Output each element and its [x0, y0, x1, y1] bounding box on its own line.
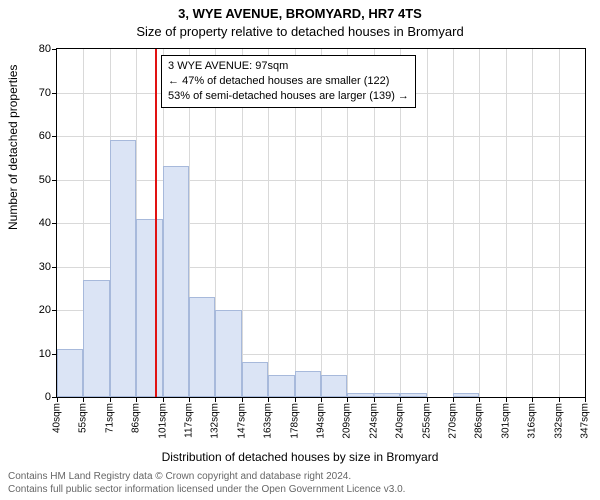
- grid-line-v: [532, 49, 533, 397]
- x-tick-mark: [136, 397, 137, 402]
- grid-line-v: [479, 49, 480, 397]
- x-tick-mark: [453, 397, 454, 402]
- x-tick-mark: [374, 397, 375, 402]
- x-tick-mark: [163, 397, 164, 402]
- y-tick-mark: [52, 267, 57, 268]
- plot-area: 0102030405060708040sqm55sqm71sqm86sqm101…: [56, 48, 586, 398]
- x-tick-mark: [559, 397, 560, 402]
- histogram-bar: [347, 393, 373, 397]
- x-tick-label: 301sqm: [500, 403, 511, 439]
- marker-line: [155, 49, 157, 397]
- histogram-bar: [163, 166, 189, 397]
- histogram-bar: [453, 393, 479, 397]
- histogram-bar: [83, 280, 109, 397]
- chart-title-address: 3, WYE AVENUE, BROMYARD, HR7 4TS: [0, 6, 600, 21]
- x-tick-mark: [321, 397, 322, 402]
- x-axis-label: Distribution of detached houses by size …: [0, 450, 600, 464]
- x-tick-label: 163sqm: [263, 403, 274, 439]
- grid-line-v: [559, 49, 560, 397]
- x-tick-mark: [347, 397, 348, 402]
- y-tick-label: 50: [39, 174, 51, 186]
- histogram-bar: [268, 375, 294, 397]
- annotation-line-3: 53% of semi-detached houses are larger (…: [168, 89, 409, 104]
- y-tick-mark: [52, 136, 57, 137]
- grid-line-v: [427, 49, 428, 397]
- chart-title-subtitle: Size of property relative to detached ho…: [0, 24, 600, 39]
- x-tick-label: 117sqm: [184, 403, 195, 438]
- histogram-bar: [242, 362, 268, 397]
- chart-container: 3, WYE AVENUE, BROMYARD, HR7 4TS Size of…: [0, 0, 600, 500]
- x-tick-mark: [427, 397, 428, 402]
- x-tick-mark: [506, 397, 507, 402]
- y-tick-mark: [52, 223, 57, 224]
- x-tick-label: 86sqm: [131, 403, 142, 433]
- grid-line-v: [506, 49, 507, 397]
- x-tick-label: 178sqm: [289, 403, 300, 439]
- y-tick-label: 0: [45, 391, 51, 403]
- x-tick-label: 270sqm: [448, 403, 459, 439]
- footer-line-1: Contains HM Land Registry data © Crown c…: [8, 471, 592, 484]
- footer-attribution: Contains HM Land Registry data © Crown c…: [8, 471, 592, 496]
- x-tick-mark: [83, 397, 84, 402]
- y-tick-mark: [52, 310, 57, 311]
- x-tick-mark: [295, 397, 296, 402]
- y-tick-label: 60: [39, 130, 51, 142]
- histogram-bar: [374, 393, 400, 397]
- histogram-bar: [110, 140, 136, 397]
- x-tick-label: 332sqm: [553, 403, 564, 439]
- x-tick-label: 55sqm: [78, 403, 89, 433]
- y-tick-label: 70: [39, 87, 51, 99]
- y-tick-mark: [52, 180, 57, 181]
- x-tick-mark: [268, 397, 269, 402]
- annotation-line-1: 3 WYE AVENUE: 97sqm: [168, 59, 409, 74]
- x-tick-mark: [400, 397, 401, 402]
- x-tick-label: 240sqm: [395, 403, 406, 439]
- x-tick-label: 224sqm: [368, 403, 379, 439]
- histogram-bar: [136, 219, 162, 397]
- y-tick-mark: [52, 49, 57, 50]
- y-tick-mark: [52, 93, 57, 94]
- x-tick-mark: [215, 397, 216, 402]
- y-tick-label: 40: [39, 217, 51, 229]
- x-tick-label: 316sqm: [527, 403, 538, 439]
- x-tick-mark: [110, 397, 111, 402]
- histogram-bar: [215, 310, 241, 397]
- histogram-bar: [400, 393, 426, 397]
- histogram-bar: [57, 349, 83, 397]
- y-tick-label: 20: [39, 304, 51, 316]
- x-tick-label: 40sqm: [52, 403, 63, 433]
- x-tick-mark: [57, 397, 58, 402]
- x-tick-label: 132sqm: [210, 403, 221, 439]
- x-tick-label: 255sqm: [421, 403, 432, 439]
- y-tick-label: 10: [39, 348, 51, 360]
- x-tick-label: 71sqm: [104, 403, 115, 433]
- y-axis-label: Number of detached properties: [6, 65, 20, 230]
- histogram-bar: [321, 375, 347, 397]
- histogram-bar: [295, 371, 321, 397]
- x-tick-label: 209sqm: [342, 403, 353, 439]
- histogram-bar: [189, 297, 215, 397]
- y-tick-label: 80: [39, 43, 51, 55]
- x-tick-label: 194sqm: [316, 403, 327, 439]
- x-tick-mark: [585, 397, 586, 402]
- grid-line-v: [453, 49, 454, 397]
- annotation-box: 3 WYE AVENUE: 97sqm ← 47% of detached ho…: [161, 55, 416, 108]
- x-tick-label: 101sqm: [157, 403, 168, 439]
- x-tick-label: 286sqm: [474, 403, 485, 439]
- footer-line-2: Contains full public sector information …: [8, 484, 592, 497]
- x-tick-mark: [242, 397, 243, 402]
- x-tick-label: 147sqm: [236, 403, 247, 439]
- x-tick-mark: [189, 397, 190, 402]
- x-tick-label: 347sqm: [580, 403, 591, 439]
- x-tick-mark: [532, 397, 533, 402]
- x-tick-mark: [479, 397, 480, 402]
- y-tick-label: 30: [39, 261, 51, 273]
- annotation-line-2: ← 47% of detached houses are smaller (12…: [168, 74, 409, 89]
